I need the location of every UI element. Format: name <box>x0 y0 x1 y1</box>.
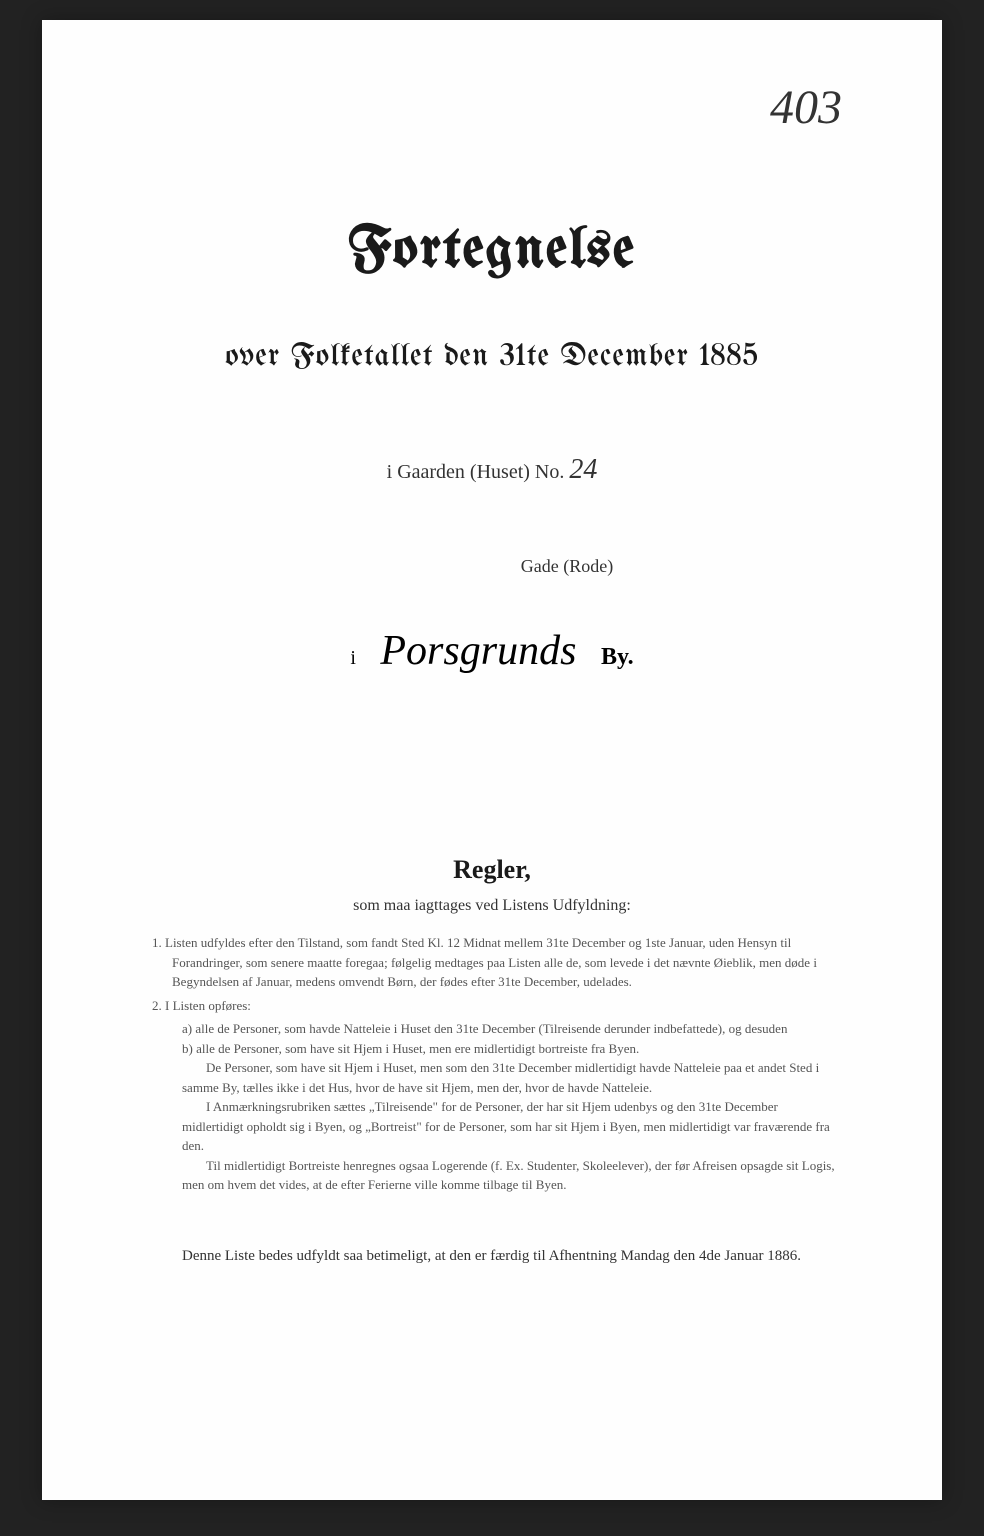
page-number: 403 <box>770 80 842 135</box>
rules-para-2: I Anmærkningsrubriken sættes „Tilreisend… <box>142 1097 842 1156</box>
rule-2b: b) alle de Personer, som have sit Hjem i… <box>142 1039 842 1059</box>
rules-body: 1. Listen udfyldes efter den Tilstand, s… <box>122 933 862 1195</box>
house-prefix: i Gaarden (Huset) No. <box>387 461 565 483</box>
rules-subheading: som maa iagttages ved Listens Udfyldning… <box>122 897 862 915</box>
rule-2: 2. I Listen opføres: <box>142 996 842 1016</box>
city-line: i Porsgrunds By. <box>122 627 862 675</box>
city-suffix: By. <box>601 644 634 670</box>
street-label: Gade (Rode) <box>272 556 862 577</box>
rule-2a: a) alle de Personer, som havde Natteleie… <box>142 1019 842 1039</box>
house-line: i Gaarden (Huset) No. 24 <box>122 454 862 486</box>
city-prefix: i <box>350 647 356 669</box>
rules-para-1: De Personer, som have sit Hjem i Huset, … <box>142 1058 842 1097</box>
document-page: 403 Fortegnelse over Folketallet den 31t… <box>42 20 942 1500</box>
rule-1: 1. Listen udfyldes efter den Tilstand, s… <box>142 933 842 992</box>
subtitle: over Folketallet den 31te December 1885 <box>122 341 862 374</box>
city-name: Porsgrunds <box>380 628 576 674</box>
rules-para-3: Til midlertidigt Bortreiste henregnes og… <box>142 1156 842 1195</box>
main-title: Fortegnelse <box>122 220 862 281</box>
house-number: 24 <box>569 454 597 485</box>
rules-heading: Regler, <box>122 855 862 885</box>
footer-note: Denne Liste bedes udfyldt saa betimeligt… <box>122 1245 862 1268</box>
